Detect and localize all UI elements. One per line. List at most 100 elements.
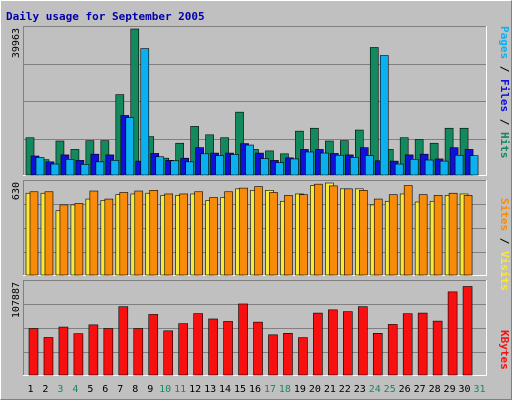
hits_panel-bar-pages-2 xyxy=(50,163,60,176)
hits_panel-bar-pages-29 xyxy=(454,154,464,176)
visits_panel-bar-sites-25 xyxy=(388,194,398,276)
kbytes_panel-bar-kbytes-2 xyxy=(43,337,54,376)
x-tick-label-day-16: 16 xyxy=(249,384,261,395)
kbytes_panel-bar-kbytes-24 xyxy=(372,333,383,376)
visits_panel-legend-sites: Sites xyxy=(498,198,511,231)
kbytes_panel-bar-kbytes-19 xyxy=(298,337,308,376)
hits_panel-bar-pages-5 xyxy=(95,161,105,176)
hits_panel-bar-pages-23 xyxy=(364,155,374,176)
kbytes_panel-bar-kbytes-29 xyxy=(447,291,458,376)
kbytes_panel-bar-kbytes-7 xyxy=(118,306,129,376)
visits_panel-bar-sites-1 xyxy=(29,191,39,276)
visits_panel-bevel-light xyxy=(23,180,487,276)
hits_panel-bar-pages-19 xyxy=(305,151,314,176)
x-tick-label-day-6: 6 xyxy=(102,384,108,395)
kbytes_panel-bar-kbytes-23 xyxy=(357,306,368,376)
visits_panel-bar-sites-19 xyxy=(299,194,308,276)
kbytes_panel-legend-kbytes: KBytes xyxy=(498,330,511,370)
hits_panel-legend-hits: Hits xyxy=(498,132,511,159)
hits_panel-bar-pages-18 xyxy=(290,158,299,176)
hits_panel-bar-pages-9 xyxy=(155,156,165,176)
x-tick-label-day-31: 31 xyxy=(473,384,485,395)
visits_panel-bevel-dark xyxy=(23,180,487,276)
x-tick-label-day-13: 13 xyxy=(204,384,216,395)
hits_panel-bar-hits-24 xyxy=(369,47,379,176)
x-tick-label-day-4: 4 xyxy=(72,384,78,395)
hits_panel-bar-pages-7 xyxy=(125,117,135,176)
visits_panel-bar-sites-8 xyxy=(134,190,144,276)
visits_panel-bar-sites-3 xyxy=(59,204,69,276)
x-tick-label-day-10: 10 xyxy=(159,384,171,395)
x-tick-label-day-15: 15 xyxy=(234,384,246,395)
visits_panel-bar-sites-7 xyxy=(119,192,129,276)
kbytes_panel-bar-kbytes-13 xyxy=(208,318,218,376)
visits_panel-bar-sites-10 xyxy=(164,193,174,276)
x-tick-label-day-11: 11 xyxy=(174,384,186,395)
hits_panel-bar-pages-21 xyxy=(335,154,344,176)
hits_panel-bar-pages-24 xyxy=(379,55,389,176)
kbytes_panel-bar-kbytes-9 xyxy=(148,314,159,376)
hits_panel-bevel-light xyxy=(23,26,487,176)
hits_panel-bar-pages-1 xyxy=(35,157,45,176)
hits_panel-bevel-dark xyxy=(23,26,487,176)
hits_panel-bar-pages-17 xyxy=(275,162,284,176)
kbytes_panel-bar-kbytes-1 xyxy=(28,328,39,376)
kbytes_panel-bevel-dark xyxy=(23,280,487,376)
kbytes_panel-bevel-light xyxy=(23,280,487,376)
hits_panel-bar-pages-8 xyxy=(140,48,150,176)
visits_panel-bar-sites-28 xyxy=(433,195,443,276)
x-tick-label-day-9: 9 xyxy=(147,384,153,395)
hits_panel-bar-pages-13 xyxy=(215,155,224,176)
kbytes_panel-bar-kbytes-4 xyxy=(73,333,84,376)
hits_panel-bar-pages-3 xyxy=(65,158,75,176)
hits_panel-bar-pages-10 xyxy=(170,160,180,176)
hits_panel-bar-pages-12 xyxy=(200,153,209,176)
kbytes_panel-bar-kbytes-25 xyxy=(387,324,398,376)
visits_panel-bar-sites-22 xyxy=(344,188,353,276)
visits_panel-bar-sites-29 xyxy=(448,192,458,276)
x-tick-label-day-2: 2 xyxy=(42,384,48,395)
kbytes_panel-bar-kbytes-26 xyxy=(402,313,413,376)
hits_panel-bar-pages-15 xyxy=(245,144,254,176)
kbytes_panel-bar-kbytes-11 xyxy=(178,323,188,376)
hits_panel-bar-pages-27 xyxy=(424,159,434,176)
visits_panel-bar-sites-21 xyxy=(329,185,338,276)
visits_panel-bar-sites-23 xyxy=(358,190,368,276)
visits_panel-bar-sites-18 xyxy=(284,195,293,276)
kbytes_panel-bar-kbytes-15 xyxy=(238,303,248,376)
x-tick-label-day-1: 1 xyxy=(27,384,33,395)
hits_panel-legend-files: Files xyxy=(498,79,511,112)
hits_panel-legend: Pages / Files / Hits xyxy=(498,26,511,159)
visits_panel-bar-sites-20 xyxy=(314,183,323,276)
hits_panel-bar-pages-6 xyxy=(110,160,120,176)
hits_panel-legend-separator: / xyxy=(498,59,511,79)
kbytes_panel-legend: KBytes xyxy=(498,330,511,370)
hits_panel-bar-pages-11 xyxy=(185,161,194,176)
visits_panel-bar-sites-14 xyxy=(224,191,233,276)
kbytes_panel-bar-kbytes-10 xyxy=(163,330,174,376)
kbytes_panel-bar-kbytes-28 xyxy=(432,320,443,376)
visits_panel-bar-sites-26 xyxy=(403,185,413,276)
x-tick-label-day-20: 20 xyxy=(309,384,321,395)
visits_panel-bar-sites-27 xyxy=(418,194,428,276)
hits_panel-legend-pages: Pages xyxy=(498,26,511,59)
visits_panel-bar-sites-5 xyxy=(89,190,99,276)
x-tick-label-day-26: 26 xyxy=(399,384,411,395)
visits_panel-bar-sites-4 xyxy=(74,203,84,276)
hits_panel-bar-pages-22 xyxy=(350,157,359,176)
x-tick-label-day-8: 8 xyxy=(132,384,138,395)
x-tick-label-day-3: 3 xyxy=(57,384,63,395)
chart-title: Daily usage for September 2005 xyxy=(6,10,205,23)
x-tick-label-day-24: 24 xyxy=(369,384,381,395)
visits_panel-bar-sites-15 xyxy=(239,187,248,276)
x-tick-label-day-18: 18 xyxy=(279,384,291,395)
visits_panel-bar-sites-24 xyxy=(373,198,383,276)
x-tick-label-day-27: 27 xyxy=(414,384,426,395)
hits_panel-bar-hits-8 xyxy=(130,28,140,176)
hits_panel-bar-pages-26 xyxy=(409,158,419,176)
x-tick-label-day-19: 19 xyxy=(294,384,306,395)
visits_panel-legend-separator: / xyxy=(498,231,511,251)
